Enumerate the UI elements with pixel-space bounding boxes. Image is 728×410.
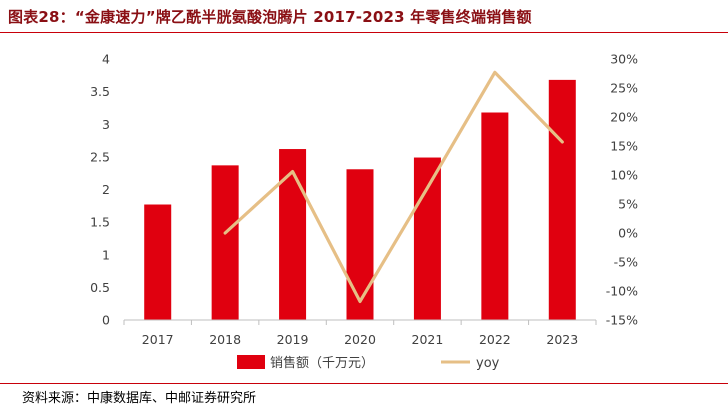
x-axis-tick-label: 2021 bbox=[412, 332, 444, 347]
left-axis-tick-label: 2 bbox=[102, 182, 110, 197]
source-note: 资料来源：中康数据库、中邮证券研究所 bbox=[22, 391, 257, 406]
chart-title: 图表28：“金康速力”牌乙酰半胱氨酸泡腾片 2017-2023 年零售终端销售额 bbox=[8, 8, 532, 26]
legend-label-bar: 销售额（千万元） bbox=[270, 355, 374, 371]
left-axis-tick-label: 1.5 bbox=[90, 215, 110, 230]
right-axis-tick-label: 0% bbox=[618, 226, 638, 241]
x-axis-tick-label: 2022 bbox=[479, 332, 511, 347]
bar-2022 bbox=[481, 112, 509, 320]
x-axis-tick-label: 2018 bbox=[209, 332, 241, 347]
left-axis-tick-label: 4 bbox=[102, 52, 110, 67]
legend-swatch-bar bbox=[237, 355, 265, 369]
left-axis-tick-label: 0.5 bbox=[90, 280, 110, 295]
line-layer bbox=[223, 70, 564, 304]
footer-divider bbox=[0, 383, 728, 384]
bar-2020 bbox=[346, 169, 374, 320]
legend: 销售额（千万元） yoy bbox=[237, 355, 500, 371]
right-axis-tick-label: 5% bbox=[618, 197, 638, 212]
right-axis-tick-label: 10% bbox=[610, 168, 638, 183]
left-axis-tick-label: 2.5 bbox=[90, 149, 110, 164]
left-axis-tick-label: 3.5 bbox=[90, 84, 110, 99]
right-axis-tick-label: -15% bbox=[606, 313, 638, 328]
bars-layer bbox=[144, 79, 576, 320]
right-axis-tick-label: 20% bbox=[610, 110, 638, 125]
bar-2023 bbox=[548, 79, 576, 320]
title-bar: 图表28：“金康速力”牌乙酰半胱氨酸泡腾片 2017-2023 年零售终端销售额 bbox=[0, 0, 728, 33]
ticks-layer: 0 0.5 1 1.5 2 2.5 3 3.5 4 -15% -10% -5% 0% 5% 10% 15% 20… bbox=[90, 52, 638, 348]
x-axis-tick-label: 2023 bbox=[546, 332, 578, 347]
left-axis-tick-label: 3 bbox=[102, 117, 110, 132]
right-axis-tick-label: 30% bbox=[610, 52, 638, 67]
left-axis-tick-label: 0 bbox=[102, 313, 110, 328]
x-axis-tick-label: 2019 bbox=[277, 332, 309, 347]
bar-2018 bbox=[211, 165, 239, 320]
chart: 0 0.5 1 1.5 2 2.5 3 3.5 4 -15% -10% -5% 0% 5% 10% 15% 20… bbox=[90, 52, 638, 372]
legend-label-line: yoy bbox=[476, 356, 500, 371]
bar-2017 bbox=[144, 204, 172, 320]
right-axis-tick-label: 25% bbox=[610, 81, 638, 96]
left-axis-tick-label: 1 bbox=[102, 247, 110, 262]
right-axis-tick-label: -10% bbox=[606, 284, 638, 299]
right-axis-tick-label: 15% bbox=[610, 139, 638, 154]
bar-2019 bbox=[279, 149, 307, 320]
yoy-line bbox=[223, 70, 564, 304]
axis-layer bbox=[123, 319, 597, 325]
right-axis-tick-label: -5% bbox=[614, 255, 638, 270]
x-axis-tick-label: 2020 bbox=[344, 332, 376, 347]
x-axis-tick-label: 2017 bbox=[142, 332, 174, 347]
bar-2021 bbox=[413, 157, 441, 320]
